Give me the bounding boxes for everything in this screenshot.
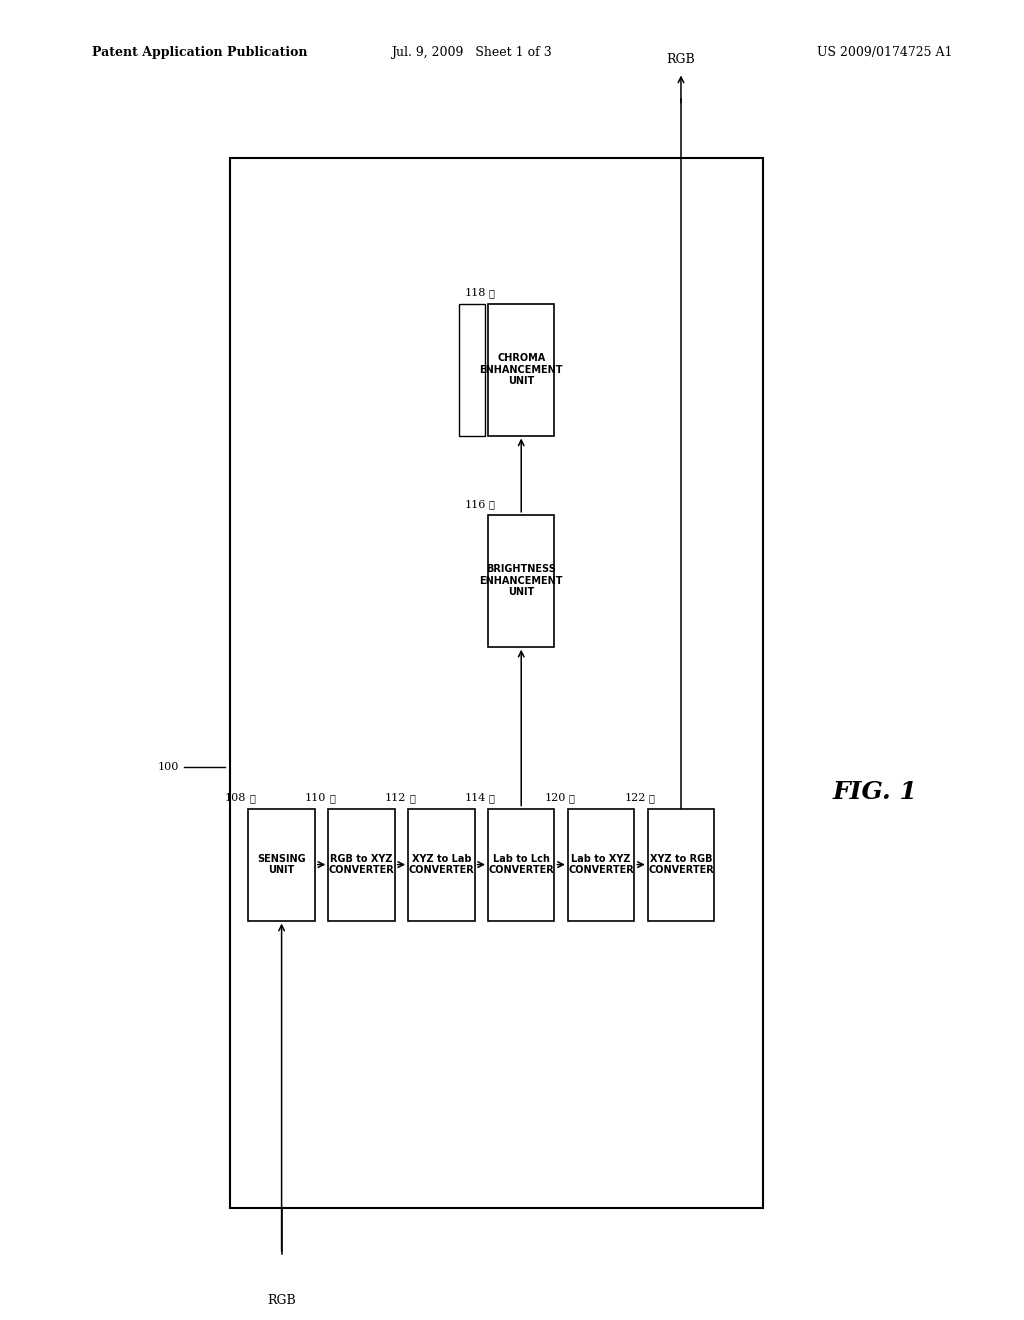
Bar bbox=[648, 808, 715, 921]
Text: ⁀: ⁀ bbox=[569, 795, 574, 803]
Bar bbox=[488, 808, 555, 921]
Text: 110: 110 bbox=[305, 793, 326, 803]
Text: 116: 116 bbox=[465, 499, 486, 510]
Text: 120: 120 bbox=[545, 793, 565, 803]
Text: ⁀: ⁀ bbox=[489, 500, 495, 510]
Text: FIG. 1: FIG. 1 bbox=[834, 780, 918, 804]
Text: BRIGHTNESS
ENHANCEMENT
UNIT: BRIGHTNESS ENHANCEMENT UNIT bbox=[479, 564, 563, 598]
Text: CHROMA
ENHANCEMENT
UNIT: CHROMA ENHANCEMENT UNIT bbox=[479, 352, 563, 387]
Text: 122: 122 bbox=[625, 793, 646, 803]
Text: SENSING
UNIT: SENSING UNIT bbox=[257, 854, 306, 875]
Text: 108: 108 bbox=[225, 793, 247, 803]
Text: 114: 114 bbox=[465, 793, 486, 803]
Bar bbox=[230, 158, 763, 1208]
Text: 112: 112 bbox=[385, 793, 406, 803]
Text: ⁀: ⁀ bbox=[489, 795, 495, 803]
Text: ⁀: ⁀ bbox=[330, 795, 335, 803]
Bar bbox=[328, 808, 395, 921]
Bar bbox=[488, 304, 555, 436]
Bar bbox=[249, 808, 315, 921]
Text: RGB: RGB bbox=[267, 1294, 296, 1307]
Text: Lab to XYZ
CONVERTER: Lab to XYZ CONVERTER bbox=[568, 854, 634, 875]
Bar bbox=[567, 808, 634, 921]
Text: ⁀: ⁀ bbox=[409, 795, 415, 803]
Text: XYZ to RGB
CONVERTER: XYZ to RGB CONVERTER bbox=[648, 854, 714, 875]
Text: RGB to XYZ
CONVERTER: RGB to XYZ CONVERTER bbox=[329, 854, 394, 875]
Bar bbox=[488, 515, 555, 647]
Text: Jul. 9, 2009   Sheet 1 of 3: Jul. 9, 2009 Sheet 1 of 3 bbox=[391, 46, 551, 59]
Text: ⁀: ⁀ bbox=[250, 795, 255, 803]
Text: ⁀: ⁀ bbox=[649, 795, 654, 803]
Text: ⁀: ⁀ bbox=[489, 289, 495, 298]
Text: US 2009/0174725 A1: US 2009/0174725 A1 bbox=[817, 46, 952, 59]
Bar bbox=[459, 304, 485, 436]
Text: XYZ to Lab
CONVERTER: XYZ to Lab CONVERTER bbox=[409, 854, 474, 875]
Text: RGB: RGB bbox=[667, 53, 695, 66]
Text: 118: 118 bbox=[465, 288, 486, 298]
Text: Patent Application Publication: Patent Application Publication bbox=[92, 46, 307, 59]
Text: 100: 100 bbox=[158, 762, 179, 772]
Bar bbox=[408, 808, 474, 921]
Text: Lab to Lch
CONVERTER: Lab to Lch CONVERTER bbox=[488, 854, 554, 875]
